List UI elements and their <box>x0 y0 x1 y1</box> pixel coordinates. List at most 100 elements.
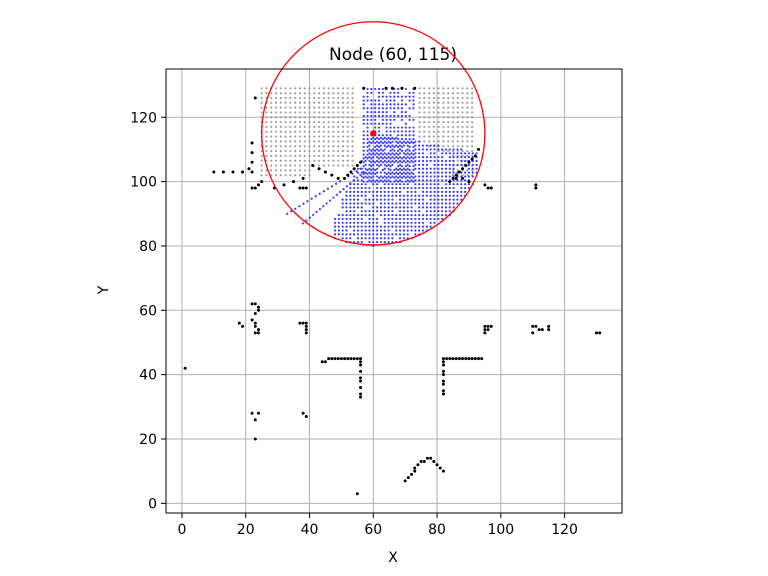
visible-point <box>437 186 440 190</box>
obstacle-point <box>250 318 254 322</box>
unreachable-point <box>317 145 321 148</box>
visible-point <box>364 183 367 186</box>
visible-point <box>429 221 432 224</box>
visible-point <box>375 190 379 194</box>
unreachable-point <box>284 169 287 172</box>
visible-point <box>372 163 375 166</box>
obstacle-point <box>362 86 366 90</box>
visible-point <box>441 213 444 217</box>
unreachable-point <box>442 125 445 129</box>
obstacle-point <box>359 369 363 373</box>
visible-point <box>437 171 440 174</box>
visible-point <box>400 111 404 114</box>
unreachable-point <box>461 120 464 124</box>
unreachable-point <box>427 130 431 133</box>
visible-point <box>366 107 369 110</box>
visible-point <box>397 141 400 145</box>
visible-point <box>393 149 396 152</box>
visible-point <box>379 136 383 139</box>
unreachable-point <box>461 101 464 104</box>
obstacle-point <box>483 183 487 187</box>
visible-point <box>414 148 417 151</box>
unreachable-point <box>279 164 282 167</box>
visible-point <box>389 149 392 152</box>
visible-point <box>341 206 344 209</box>
visible-point <box>333 225 337 228</box>
visible-point <box>366 141 369 145</box>
unreachable-point <box>337 154 340 157</box>
unreachable-point <box>317 87 321 90</box>
unreachable-point <box>274 140 278 143</box>
unreachable-point <box>466 174 469 177</box>
visible-point <box>370 168 373 172</box>
visible-point <box>379 210 383 213</box>
visible-point <box>414 183 417 186</box>
obstacle-point <box>441 373 445 377</box>
visible-point <box>397 149 400 152</box>
unreachable-point <box>346 135 349 138</box>
visible-point <box>383 179 386 182</box>
unreachable-point <box>466 169 469 172</box>
visible-point <box>433 221 436 224</box>
unreachable-point <box>466 145 469 148</box>
unreachable-point <box>303 116 306 119</box>
visible-point <box>412 138 415 141</box>
unreachable-point <box>308 164 311 167</box>
unreachable-point <box>274 130 278 133</box>
visible-point <box>397 130 400 133</box>
unreachable-point <box>317 135 321 138</box>
obstacle-point <box>327 357 331 361</box>
visible-point <box>404 161 407 164</box>
visible-point <box>345 202 348 205</box>
unreachable-point <box>274 92 278 95</box>
unreachable-point <box>279 154 282 157</box>
unreachable-point <box>313 135 316 138</box>
unreachable-point <box>294 149 297 153</box>
visible-point <box>379 140 383 143</box>
visible-point <box>345 237 348 240</box>
visible-point <box>366 157 369 160</box>
visible-point <box>456 163 459 166</box>
visible-point <box>372 152 375 155</box>
unreachable-point <box>341 120 345 124</box>
visible-point <box>412 145 415 148</box>
unreachable-point <box>423 125 426 129</box>
visible-point <box>379 156 383 159</box>
unreachable-point <box>442 87 445 90</box>
visible-point <box>375 186 379 190</box>
visible-point <box>437 213 440 217</box>
visible-point <box>400 138 404 141</box>
visible-point <box>452 206 455 209</box>
unreachable-point <box>437 106 440 109</box>
unreachable-point <box>447 149 450 153</box>
unreachable-point <box>303 125 306 129</box>
visible-point <box>393 99 396 102</box>
unreachable-point <box>279 96 282 100</box>
visible-point <box>404 134 407 137</box>
visible-point <box>359 173 362 176</box>
visible-point <box>425 202 428 205</box>
visible-point <box>421 194 425 197</box>
unreachable-point <box>270 120 273 124</box>
visible-point <box>418 171 421 174</box>
unreachable-point <box>442 111 445 114</box>
visible-point <box>372 190 375 194</box>
visible-point <box>391 148 394 151</box>
visible-point <box>397 114 400 118</box>
visible-point <box>464 190 467 194</box>
unreachable-point <box>274 169 278 172</box>
obstacle-point <box>483 328 487 332</box>
visible-point <box>391 198 394 201</box>
visible-point <box>406 206 409 209</box>
visible-point <box>425 225 428 228</box>
visible-point <box>475 167 478 170</box>
obstacle-point <box>438 466 442 470</box>
visible-point <box>377 99 381 102</box>
visible-point <box>385 176 388 179</box>
visible-point <box>389 138 392 141</box>
unreachable-point <box>341 140 345 143</box>
visible-point <box>368 144 371 147</box>
visible-point <box>377 138 381 141</box>
visible-point <box>418 167 421 170</box>
visible-point <box>408 141 411 145</box>
